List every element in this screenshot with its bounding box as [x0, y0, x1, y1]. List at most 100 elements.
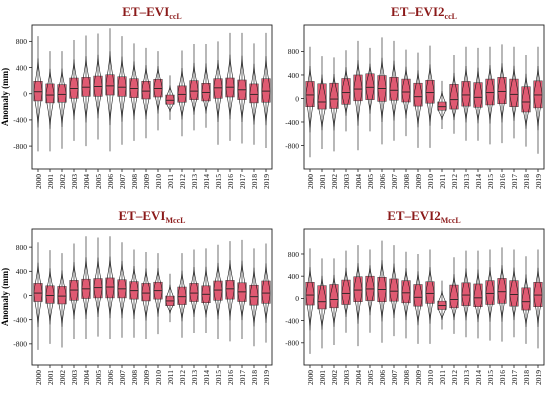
x-tick-label: 2019 — [262, 370, 271, 385]
violin-2017 — [509, 65, 519, 121]
violin-2002 — [329, 74, 339, 131]
violin-2014 — [473, 67, 483, 124]
violin-2011 — [437, 290, 447, 320]
violin-2019 — [533, 66, 543, 131]
y-tick-label: 800 — [16, 37, 28, 46]
violin-2012 — [449, 72, 459, 121]
violin-2012 — [449, 274, 459, 321]
violin-2011 — [437, 91, 447, 121]
x-tick-label: 2010 — [426, 370, 435, 385]
violin-2007 — [389, 263, 399, 319]
violin-2005 — [365, 265, 375, 316]
y-tick-label: -800 — [13, 142, 27, 151]
violin-2011 — [165, 85, 175, 113]
x-tick-label: 2014 — [202, 174, 211, 189]
panel-title: ET–EVI2MccL — [387, 208, 460, 225]
violin-2000 — [33, 262, 43, 328]
x-tick-label: 2010 — [154, 174, 163, 189]
x-tick-label: 2001 — [46, 370, 55, 385]
x-tick-label: 2017 — [510, 370, 519, 385]
x-tick-label: 2014 — [474, 174, 483, 189]
y-axis-label: Anomaly (mm) — [0, 268, 10, 326]
violin-2009 — [141, 268, 151, 321]
x-tick-label: 2019 — [262, 174, 271, 189]
x-tick-label: 2016 — [226, 174, 235, 189]
panel-title: ET–EVI2ccL — [391, 4, 457, 21]
violin-2005 — [93, 54, 103, 119]
x-tick-label: 2004 — [354, 370, 363, 385]
x-tick-label: 2008 — [402, 174, 411, 189]
x-tick-label: 2017 — [238, 174, 247, 189]
x-tick-label: 2007 — [390, 174, 399, 189]
violin-2001 — [317, 275, 327, 330]
x-tick-label: 2005 — [366, 370, 375, 385]
x-tick-label: 2015 — [214, 174, 223, 189]
x-tick-label: 2009 — [414, 174, 423, 189]
panel-title: ET–EVIMccL — [119, 208, 186, 225]
box-2018 — [521, 287, 531, 311]
violin-2009 — [413, 70, 423, 128]
x-tick-label: 2013 — [462, 174, 471, 189]
x-tick-label: 2015 — [486, 174, 495, 189]
violin-2000 — [33, 58, 43, 128]
violin-2016 — [497, 63, 507, 123]
box-2008 — [401, 78, 411, 103]
x-tick-label: 2016 — [226, 370, 235, 385]
violin-2006 — [105, 256, 115, 319]
y-tick-label: 800 — [288, 47, 300, 56]
y-tick-label: 400 — [288, 71, 300, 80]
violin-2019 — [261, 263, 271, 323]
violin-2006 — [377, 260, 387, 322]
violin-2019 — [533, 267, 543, 328]
violin-2009 — [141, 65, 151, 120]
box-2002 — [329, 284, 339, 309]
x-tick-label: 2018 — [522, 174, 531, 189]
x-tick-label: 2003 — [342, 174, 351, 189]
x-tick-label: 2000 — [306, 174, 315, 189]
violin-2003 — [69, 59, 79, 120]
x-tick-label: 2013 — [190, 174, 199, 189]
violin-2017 — [237, 260, 247, 321]
y-axis-label: Anomaly (mm) — [0, 68, 10, 126]
x-tick-label: 2000 — [34, 370, 43, 385]
violin-2015 — [485, 267, 495, 322]
box-2018 — [521, 86, 531, 113]
violin-2012 — [177, 270, 187, 322]
violin-2006 — [377, 57, 387, 122]
box-2000 — [305, 282, 315, 306]
x-tick-label: 2011 — [166, 174, 175, 189]
violin-2010 — [153, 268, 163, 317]
violin-2004 — [353, 263, 363, 324]
violin-2008 — [401, 66, 411, 119]
x-tick-label: 2015 — [486, 370, 495, 385]
violin-2015 — [485, 65, 495, 124]
violin-2006 — [105, 51, 115, 126]
plot-frame — [31, 228, 273, 366]
x-tick-label: 2008 — [130, 174, 139, 189]
y-tick-label: 0 — [23, 90, 27, 99]
x-tick-label: 2014 — [202, 370, 211, 385]
violin-2003 — [341, 67, 351, 116]
x-tick-label: 2006 — [106, 174, 115, 189]
x-tick-label: 2016 — [498, 370, 507, 385]
x-tick-label: 2012 — [450, 370, 459, 385]
violin-2008 — [129, 61, 139, 120]
x-tick-label: 2009 — [142, 370, 151, 385]
box-2014 — [473, 82, 483, 108]
x-tick-label: 2011 — [438, 174, 447, 189]
y-tick-label: 400 — [16, 63, 28, 72]
x-tick-label: 2005 — [94, 370, 103, 385]
plot-frame — [303, 24, 545, 170]
violin-2010 — [153, 66, 163, 114]
panel-et-evi-mccl: ET–EVIMccL Anomaly (mm) -800 -400 0 400 800 2… — [0, 208, 273, 385]
x-tick-label: 2019 — [534, 174, 543, 189]
violin-2018 — [521, 73, 531, 129]
x-tick-label: 2002 — [58, 370, 67, 385]
violin-2019 — [261, 56, 271, 126]
x-tick-label: 2017 — [510, 174, 519, 189]
violin-2002 — [57, 270, 67, 327]
x-tick-label: 2003 — [342, 370, 351, 385]
violin-2013 — [189, 62, 199, 115]
x-tick-label: 2001 — [318, 174, 327, 189]
